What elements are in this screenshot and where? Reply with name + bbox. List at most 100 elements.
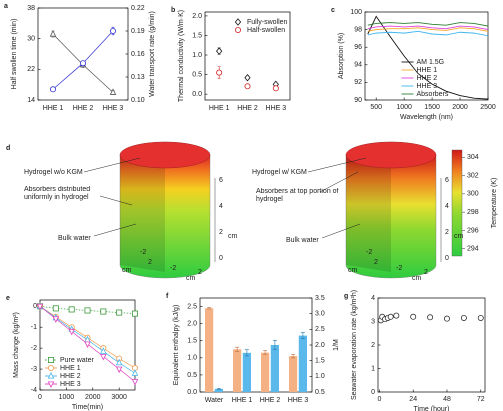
x-tick-label: 0 — [38, 394, 42, 401]
y2-tick-label: 0.19 — [131, 28, 145, 35]
y-tick-label: -2 — [31, 345, 37, 352]
y-axis-label: Half swollen time (min) — [11, 19, 18, 90]
y-tick-label: 90 — [354, 97, 362, 104]
panel-label: a — [4, 3, 8, 10]
bar — [298, 335, 308, 392]
legend-label: HHE 1 — [60, 365, 81, 372]
y-tick-label: 96 — [354, 44, 362, 51]
y-tick-label: 2.0 — [187, 320, 197, 327]
x-tick-label: HHE 3 — [288, 397, 309, 404]
y-tick-label: 22 — [27, 66, 35, 73]
x-tick-label: HHE 2 — [73, 105, 94, 112]
legend-marker — [47, 381, 55, 388]
y-tick-label: 4 — [371, 295, 375, 302]
data-point — [109, 88, 117, 95]
y2-tick-label: 0.13 — [131, 74, 145, 81]
bar — [204, 308, 214, 392]
x-tick-label: HHE 3 — [103, 105, 124, 112]
z-tick-label: 0 — [219, 255, 223, 262]
callout: Absorbers at top portion of hydrogel — [256, 188, 339, 203]
data-point — [387, 313, 394, 320]
data-point — [216, 69, 223, 76]
data-point — [131, 369, 139, 376]
legend-label: HHE 1 — [417, 67, 438, 74]
data-point — [216, 47, 223, 55]
x-axis-label: Time (hour) — [414, 406, 450, 411]
data-point — [115, 358, 123, 366]
y-tick-label: 1.5 — [192, 32, 202, 39]
x-tick-label: HHE 2 — [237, 105, 258, 112]
y2-tick-label: 0.10 — [131, 97, 145, 104]
y-tick-label: 1.5 — [187, 338, 197, 345]
data-point — [131, 379, 139, 386]
y-axis-label: Mass change (kg/m²) — [13, 312, 20, 378]
bar — [242, 352, 252, 392]
axis-unit: cm — [348, 267, 358, 274]
y-tick-label: 0.5 — [192, 71, 202, 78]
data-point — [244, 73, 251, 82]
axis-unit: cm — [454, 233, 464, 240]
x-tick-label: 48 — [443, 396, 451, 403]
y-tick-label: 14 — [27, 97, 35, 104]
y-tick-label: -1 — [31, 324, 37, 331]
y-tick-label: 2.5 — [187, 303, 197, 310]
y-tick-label: 0 — [371, 389, 375, 396]
y2-tick-label: 3.5 — [315, 295, 325, 302]
x-tick-label: 3000 — [111, 394, 127, 401]
bar — [260, 352, 270, 392]
panel-label: d — [6, 145, 10, 152]
y-tick-label: -2 — [396, 265, 402, 272]
data-point — [116, 309, 123, 316]
x-tick-label: 2000 — [452, 104, 468, 111]
hydrogel-model — [345, 141, 442, 279]
data-point — [477, 314, 484, 321]
axis-unit: cm — [228, 233, 238, 240]
colorbar-tick-label: 300 — [467, 191, 479, 198]
leader-line — [321, 223, 361, 239]
y-tick-label: 0.0 — [187, 389, 197, 396]
data-point — [49, 30, 57, 37]
y-tick-label: 3 — [371, 318, 375, 325]
panel-label: c — [331, 7, 335, 14]
x-axis-label: Wavelength (nm) — [400, 114, 453, 121]
y2-tick-label: 1.5 — [315, 358, 325, 365]
y-tick-label: 38 — [27, 5, 35, 12]
x-tick-label: 2 — [374, 259, 378, 266]
z-tick-label: 6 — [219, 177, 223, 184]
callout: Absorbers distributed uniformly in hydro… — [24, 186, 91, 201]
series-line — [367, 22, 489, 27]
y-axis-label: Thermal conductivity (W/m·K) — [178, 10, 185, 102]
callout-box: Absorbers distributed uniformly in hydro… — [24, 186, 91, 201]
legend-marker — [48, 364, 55, 371]
error-bar — [291, 354, 296, 359]
data-point — [131, 310, 138, 317]
series-line — [52, 30, 114, 90]
y2-tick-label: 0.5 — [315, 389, 325, 396]
cylinder-top — [119, 141, 211, 169]
z-tick-label: 0 — [445, 255, 449, 262]
hydrogel-model — [119, 141, 216, 279]
callout-box: Absorbers at top portion of hydrogel — [256, 188, 339, 203]
x-tick-label: 24 — [409, 396, 417, 403]
x-tick-label: 2 — [148, 259, 152, 266]
y-tick-label: -4 — [31, 387, 37, 394]
panel-label: f — [166, 293, 169, 300]
plot-frame — [204, 11, 291, 101]
plot-frame — [377, 297, 486, 393]
z-tick-label: 4 — [445, 203, 449, 210]
y2-tick-label: 1.0 — [315, 373, 325, 380]
y-tick-label: -2 — [170, 265, 176, 272]
y2-axis-label: 1/M — [333, 339, 340, 351]
y-axis-label: Seawater evaporation rate (kg/m²h) — [351, 290, 358, 400]
legend-label: Fully-swollen — [247, 19, 288, 26]
y-tick-label: 100 — [350, 9, 362, 16]
data-point — [100, 347, 107, 354]
y-tick-label: 92 — [354, 79, 362, 86]
x-tick-label: 1500 — [424, 104, 440, 111]
legend-label: HHE 3 — [417, 83, 438, 90]
bar — [232, 349, 242, 392]
y-tick-label: 2 — [424, 269, 428, 276]
colorbar-tick-label: 296 — [467, 227, 479, 234]
series-line — [367, 30, 489, 37]
